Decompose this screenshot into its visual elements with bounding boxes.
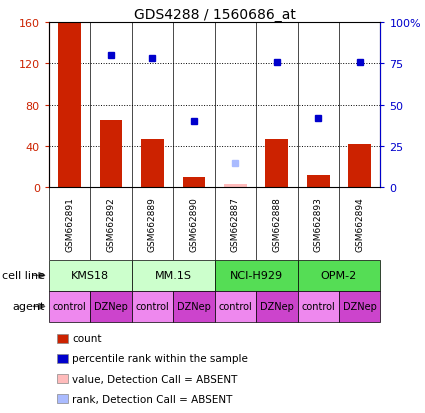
Text: GSM662894: GSM662894 (355, 197, 364, 252)
Bar (224, 185, 247, 188)
Text: cell line: cell line (2, 271, 45, 281)
Bar (132, 260, 215, 291)
Text: GSM662888: GSM662888 (272, 197, 281, 252)
Text: DZNep: DZNep (260, 301, 294, 312)
Text: DZNep: DZNep (94, 301, 128, 312)
Bar (132, 291, 173, 322)
Bar (265, 140, 288, 188)
Text: OPM-2: OPM-2 (321, 271, 357, 281)
Bar (141, 140, 164, 188)
Text: MM.1S: MM.1S (155, 271, 192, 281)
Bar (90, 291, 132, 322)
Text: rank, Detection Call = ABSENT: rank, Detection Call = ABSENT (72, 394, 232, 404)
Text: value, Detection Call = ABSENT: value, Detection Call = ABSENT (72, 374, 238, 384)
Text: DZNep: DZNep (343, 301, 377, 312)
Text: GSM662889: GSM662889 (148, 197, 157, 252)
Bar (298, 291, 339, 322)
Bar (182, 178, 205, 188)
Text: agent: agent (12, 301, 45, 312)
Text: GSM662890: GSM662890 (190, 197, 198, 252)
Bar (49, 260, 132, 291)
Bar (298, 260, 380, 291)
Bar (307, 176, 330, 188)
Bar (99, 121, 122, 188)
Text: GSM662887: GSM662887 (231, 197, 240, 252)
Bar (256, 291, 298, 322)
Text: KMS18: KMS18 (71, 271, 109, 281)
Text: GSM662892: GSM662892 (107, 197, 116, 252)
Text: count: count (72, 333, 102, 343)
Text: control: control (53, 301, 86, 312)
Bar (339, 291, 380, 322)
Text: control: control (218, 301, 252, 312)
Text: percentile rank within the sample: percentile rank within the sample (72, 354, 248, 363)
Bar (173, 291, 215, 322)
Bar (215, 260, 298, 291)
Text: GSM662891: GSM662891 (65, 197, 74, 252)
Text: control: control (301, 301, 335, 312)
Text: NCI-H929: NCI-H929 (230, 271, 283, 281)
Bar (215, 291, 256, 322)
Bar (348, 145, 371, 188)
Text: DZNep: DZNep (177, 301, 211, 312)
Title: GDS4288 / 1560686_at: GDS4288 / 1560686_at (134, 8, 295, 22)
Text: control: control (136, 301, 169, 312)
Bar (49, 291, 90, 322)
Bar (58, 23, 81, 188)
Text: GSM662893: GSM662893 (314, 197, 323, 252)
